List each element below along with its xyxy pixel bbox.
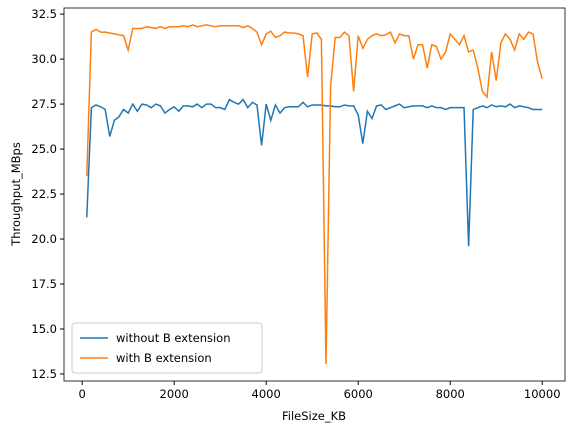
- y-axis-label: Throughput_MBps: [9, 142, 23, 247]
- legend-label: with B extension: [116, 351, 212, 365]
- y-tick-label: 32.5: [31, 7, 57, 21]
- x-tick-label: 8000: [436, 387, 465, 401]
- data-line: [86, 98, 543, 247]
- x-tick-label: 0: [79, 387, 86, 401]
- data-line: [86, 24, 543, 365]
- y-tick-label: 30.0: [31, 52, 57, 66]
- legend-box: [71, 322, 263, 374]
- y-tick-label: 20.0: [31, 232, 57, 246]
- x-tick-label: 4000: [252, 387, 281, 401]
- x-tick-label: 2000: [160, 387, 189, 401]
- x-tick-label: 10000: [524, 387, 561, 401]
- y-tick-label: 25.0: [31, 142, 57, 156]
- axes-frame: [63, 7, 566, 382]
- x-tick-label: 6000: [344, 387, 373, 401]
- y-tick-label: 17.5: [31, 277, 57, 291]
- legend: without B extension with B extension: [71, 322, 263, 374]
- y-tick-label: 27.5: [31, 97, 57, 111]
- y-tick-label: 15.0: [31, 322, 57, 336]
- x-axis-label: FileSize_KB: [282, 409, 346, 423]
- legend-label: without B extension: [116, 331, 231, 345]
- y-tick-label: 22.5: [31, 187, 57, 201]
- y-tick-label: 12.5: [31, 367, 57, 381]
